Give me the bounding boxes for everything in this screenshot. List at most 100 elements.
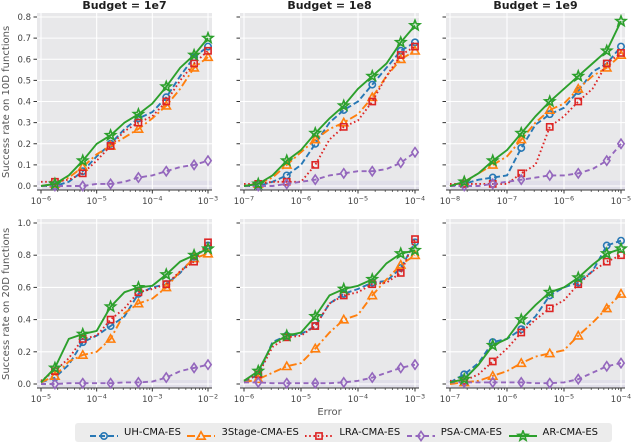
svg-text:0.4: 0.4 <box>17 316 31 326</box>
panel-budget-1e7-10d: 10−6 10−5 10−4 10−3 0.0 0.1 0.2 0.3 0.4 0.5 0.6 0.7… <box>17 13 218 207</box>
legend-marker-psa-cma-es <box>406 427 436 442</box>
series-ar-cma-es <box>449 13 629 188</box>
axis-ticks <box>236 16 416 194</box>
svg-text:0.6: 0.6 <box>17 283 31 293</box>
legend-marker-uh-cma-es <box>89 427 119 440</box>
legend-label-lra-cma-es: LRA-CMA-ES <box>339 427 401 438</box>
panel-title-budget-1e7: Budget = 1e7 <box>82 0 167 12</box>
series-ar-cma-es <box>40 241 216 384</box>
svg-text:10−4: 10−4 <box>611 393 631 406</box>
axis-ticks <box>33 222 209 392</box>
y-tick-labels: 0.0 0.2 0.4 0.6 0.8 1.0 <box>17 219 31 390</box>
axis-ticks <box>442 16 622 194</box>
legend-label-ar-cma-es: AR-CMA-ES <box>542 427 599 438</box>
svg-text:0.4: 0.4 <box>17 98 31 108</box>
svg-text:10−7: 10−7 <box>497 195 517 208</box>
svg-text:10−4: 10−4 <box>142 195 162 208</box>
x-tick-labels: 10−6 10−5 10−4 10−3 <box>31 195 218 208</box>
baseline-band <box>37 180 212 190</box>
legend-item-psa-cma-es: PSA-CMA-ES <box>406 427 502 442</box>
legend: UH-CMA-ES 3Stage-CMA-ES LRA-CMA-ES PSA-C… <box>75 423 612 442</box>
gridlines <box>37 219 212 388</box>
svg-text:10−7: 10−7 <box>440 393 460 406</box>
legend-marker-3stage-cma-es <box>186 427 216 440</box>
axis-ticks <box>442 222 622 392</box>
legend-marker-ar-cma-es <box>508 427 538 442</box>
plot-area <box>37 219 212 388</box>
svg-text:10−5: 10−5 <box>611 195 631 208</box>
series-psa-cma-es <box>450 137 626 193</box>
plot-area <box>446 219 625 388</box>
svg-text:10−6: 10−6 <box>31 195 51 208</box>
svg-text:0.2: 0.2 <box>17 140 31 150</box>
x-tick-labels: 10−7 10−6 10−5 10−4 <box>440 393 631 406</box>
svg-text:10−6: 10−6 <box>497 393 517 406</box>
axis-ticks <box>236 222 416 392</box>
svg-text:10−7: 10−7 <box>234 195 254 208</box>
svg-text:10−3: 10−3 <box>198 195 218 208</box>
series-psa-cma-es <box>41 358 213 391</box>
x-axis-label: Error <box>317 407 342 418</box>
axis-ticks <box>33 16 209 194</box>
legend-item-lra-cma-es: LRA-CMA-ES <box>304 427 401 440</box>
baseline-band <box>240 180 419 190</box>
svg-text:1.0: 1.0 <box>17 219 31 229</box>
svg-text:0.8: 0.8 <box>17 251 31 261</box>
x-tick-labels: 10−8 10−7 10−6 10−5 <box>440 195 631 208</box>
svg-text:10−5: 10−5 <box>348 195 368 208</box>
svg-text:10−4: 10−4 <box>405 195 425 208</box>
svg-text:0.6: 0.6 <box>17 55 31 65</box>
legend-label-psa-cma-es: PSA-CMA-ES <box>440 427 502 438</box>
svg-text:10−6: 10−6 <box>554 195 574 208</box>
svg-text:10−8: 10−8 <box>440 195 460 208</box>
series-ar-cma-es <box>40 30 216 190</box>
series-psa-cma-es <box>41 154 213 193</box>
series-ar-cma-es <box>243 17 423 190</box>
panel-title-budget-1e9: Budget = 1e9 <box>493 0 578 12</box>
panel-budget-1e7-20d: 10−5 10−4 10−3 10−2 0.0 0.2 0.4 0.6 0.8 1.0 <box>17 219 218 405</box>
svg-text:10−6: 10−6 <box>234 393 254 406</box>
svg-text:10−2: 10−2 <box>198 393 218 406</box>
panel-budget-1e9-20d: 10−7 10−6 10−5 10−4 <box>440 219 631 405</box>
x-tick-labels: 10−5 10−4 10−3 10−2 <box>31 393 218 406</box>
x-tick-labels: 10−7 10−6 10−5 10−4 <box>234 195 425 208</box>
series-3stage-cma-es <box>449 49 627 187</box>
x-tick-labels: 10−6 10−5 10−4 10−3 <box>234 393 425 406</box>
svg-text:10−3: 10−3 <box>405 393 425 406</box>
svg-text:10−5: 10−5 <box>31 393 51 406</box>
svg-text:0.1: 0.1 <box>17 161 31 171</box>
panel-budget-1e8-20d: 10−6 10−5 10−4 10−3 <box>234 219 425 405</box>
panel-title-budget-1e8: Budget = 1e8 <box>287 0 372 12</box>
y-axis-label-10d: Success rate on 10D functions <box>1 25 12 178</box>
svg-text:0.5: 0.5 <box>17 76 31 86</box>
y-axis-label-20d: Success rate on 20D functions <box>1 227 12 380</box>
baseline-band <box>446 180 625 190</box>
gridlines <box>37 13 212 190</box>
legend-marker-lra-cma-es <box>304 427 334 440</box>
panel-budget-1e9-10d: 10−8 10−7 10−6 10−5 <box>440 13 631 207</box>
svg-text:10−5: 10−5 <box>554 393 574 406</box>
series-ar-cma-es <box>449 241 629 386</box>
legend-item-3stage-cma-es: 3Stage-CMA-ES <box>186 427 299 440</box>
svg-text:0.8: 0.8 <box>17 13 31 23</box>
svg-text:0.7: 0.7 <box>17 34 31 44</box>
legend-item-uh-cma-es: UH-CMA-ES <box>89 427 181 440</box>
svg-text:10−5: 10−5 <box>291 393 311 406</box>
svg-text:10−5: 10−5 <box>86 195 106 208</box>
panel-budget-1e8-10d: 10−7 10−6 10−5 10−4 <box>234 13 425 207</box>
legend-item-ar-cma-es: AR-CMA-ES <box>508 427 599 442</box>
svg-text:0.0: 0.0 <box>17 182 31 192</box>
legend-label-uh-cma-es: UH-CMA-ES <box>124 427 181 438</box>
svg-text:0.0: 0.0 <box>17 380 31 390</box>
y-tick-labels: 0.0 0.1 0.2 0.3 0.4 0.5 0.6 0.7 0.8 <box>17 13 31 192</box>
series-ar-cma-es <box>243 242 423 382</box>
svg-text:10−4: 10−4 <box>348 393 368 406</box>
svg-text:10−3: 10−3 <box>142 393 162 406</box>
svg-text:10−6: 10−6 <box>291 195 311 208</box>
series-psa-cma-es <box>244 358 420 390</box>
svg-text:10−4: 10−4 <box>86 393 106 406</box>
svg-text:0.3: 0.3 <box>17 119 31 129</box>
svg-text:0.2: 0.2 <box>17 348 31 358</box>
